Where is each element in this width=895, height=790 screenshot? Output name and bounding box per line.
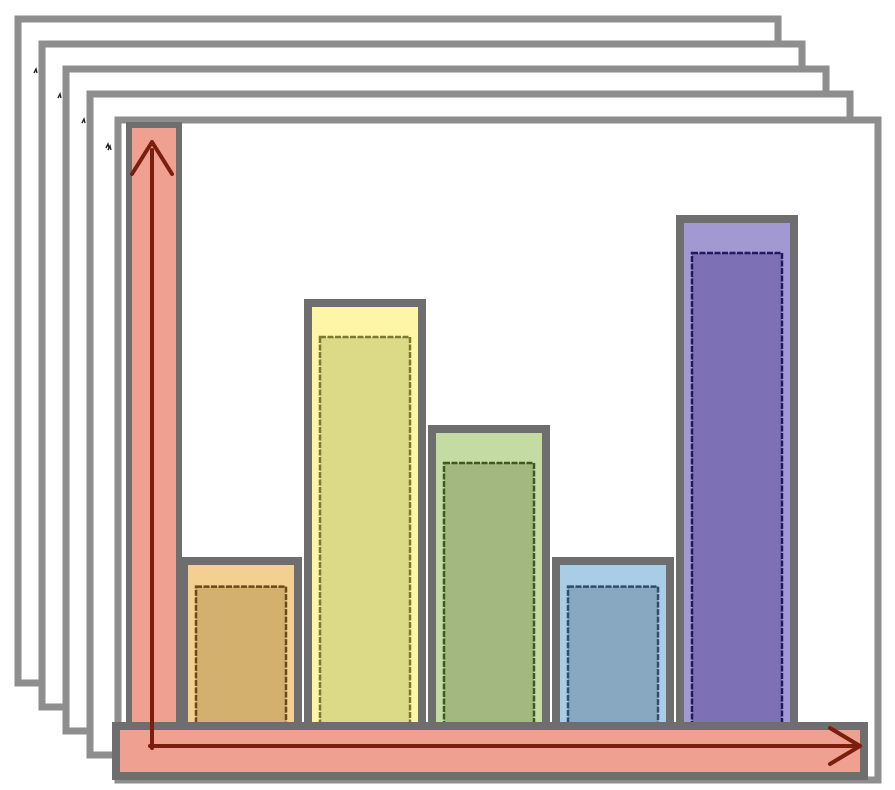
bars-layer: [180, 215, 798, 747]
page-corner-mark: [81, 116, 86, 124]
bar-inner: [566, 585, 660, 747]
x-axis-highlight: [120, 730, 860, 772]
bar: [676, 215, 798, 747]
bar-inner: [442, 461, 536, 747]
bar: [552, 557, 674, 747]
bar: [180, 557, 302, 747]
bar-inner: [690, 251, 784, 747]
bar-inner: [318, 335, 412, 747]
x-axis-arrowhead: [828, 726, 862, 766]
bar: [304, 299, 426, 747]
page-corner-mark: [107, 143, 112, 151]
y-axis-arrowhead: [130, 140, 174, 176]
chart-page: [107, 116, 882, 784]
bar-inner: [194, 585, 288, 747]
page-corner-mark: [105, 141, 110, 149]
page-corner-mark: [33, 66, 38, 74]
page-corner-mark: [57, 91, 62, 99]
axes-layer: [107, 122, 868, 780]
bar: [428, 425, 550, 747]
